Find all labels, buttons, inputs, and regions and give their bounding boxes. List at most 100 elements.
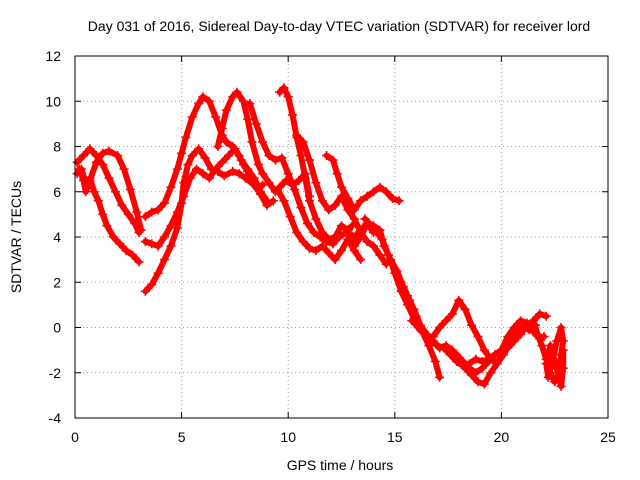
y-tick-label: -2 (49, 365, 62, 381)
data-series (72, 83, 568, 391)
data-point-marker (496, 347, 506, 357)
data-point-marker (128, 250, 138, 260)
data-point-marker (556, 323, 566, 332)
data-point-marker (479, 379, 489, 389)
data-point-marker (302, 218, 312, 228)
data-point-marker (232, 87, 242, 97)
data-point-marker (471, 368, 481, 378)
data-point-marker (439, 343, 449, 353)
data-point-marker (362, 191, 372, 201)
data-point-marker (322, 151, 332, 161)
data-point-marker (140, 286, 150, 296)
x-axis-tick-labels: 0 5 10 15 20 25 (71, 429, 616, 445)
data-point-marker (535, 309, 545, 319)
data-point-marker (324, 234, 334, 244)
y-tick-label: 12 (45, 48, 61, 64)
data-point-marker (550, 377, 560, 387)
data-point-marker (91, 157, 101, 167)
data-point-marker (548, 356, 558, 366)
series-trace-11 (273, 184, 366, 265)
data-point-marker (381, 187, 391, 197)
data-point-marker (516, 316, 526, 326)
data-point-marker (558, 363, 568, 373)
data-point-marker (298, 137, 308, 147)
data-point-marker (224, 151, 234, 161)
data-point-marker (119, 164, 129, 174)
data-point-marker (324, 248, 334, 258)
data-point-marker (89, 187, 99, 197)
data-point-marker (390, 268, 400, 278)
data-point-marker (166, 182, 176, 192)
data-point-marker (187, 112, 197, 122)
data-point-marker (238, 96, 248, 106)
data-point-marker (72, 157, 82, 167)
data-point-marker (317, 196, 327, 206)
data-point-marker (375, 250, 385, 260)
data-point-marker (509, 323, 519, 332)
data-point-marker (172, 223, 182, 233)
data-point-marker (486, 368, 496, 378)
y-axis-title: SDTVAR / TECUs (8, 181, 24, 293)
data-point-marker (516, 329, 526, 339)
data-point-marker (552, 336, 562, 346)
data-point-marker (81, 187, 91, 197)
data-point-marker (503, 332, 513, 342)
x-axis-title: GPS time / hours (287, 457, 394, 473)
data-point-marker (403, 300, 413, 310)
y-tick-label: 8 (53, 139, 61, 155)
data-point-marker (98, 148, 108, 158)
data-point-marker (317, 227, 327, 237)
data-point-marker (134, 257, 144, 267)
data-point-marker (407, 316, 417, 326)
data-point-marker (545, 341, 555, 351)
data-point-marker (172, 207, 182, 217)
data-point-marker (545, 368, 555, 378)
data-point-marker (556, 350, 566, 360)
data-point-marker (125, 184, 135, 194)
data-point-marker (330, 200, 340, 210)
data-point-marker (98, 209, 108, 219)
data-point-marker (160, 198, 170, 208)
series-trace-10 (292, 130, 391, 269)
data-point-marker (258, 137, 268, 147)
data-point-marker (194, 99, 204, 109)
data-point-marker (541, 359, 551, 369)
data-point-marker (349, 214, 359, 224)
data-point-marker (264, 178, 274, 188)
data-point-marker (102, 221, 112, 231)
data-point-marker (183, 160, 193, 170)
data-point-marker (177, 148, 187, 158)
chart-title: Day 031 of 2016, Sidereal Day-to-day VTE… (88, 18, 590, 34)
data-point-marker (388, 194, 398, 204)
data-point-marker (258, 169, 268, 179)
data-point-marker (305, 243, 315, 253)
data-point-marker (460, 304, 470, 314)
y-tick-label: -4 (49, 410, 62, 426)
data-point-marker (296, 203, 306, 213)
data-point-marker (147, 239, 157, 249)
series-trace-1 (72, 144, 144, 237)
data-point-marker (533, 329, 543, 339)
data-point-marker (311, 246, 321, 256)
data-point-marker (245, 99, 255, 109)
x-tick-label: 20 (494, 429, 510, 445)
data-point-marker (198, 169, 208, 179)
data-point-marker (337, 221, 346, 231)
y-tick-label: 10 (45, 93, 61, 109)
data-point-marker (108, 232, 118, 242)
data-point-marker (375, 182, 385, 192)
data-point-marker (275, 87, 285, 97)
data-point-marker (211, 164, 221, 174)
data-point-marker (356, 196, 366, 206)
data-point-marker (238, 160, 248, 170)
data-point-marker (413, 323, 423, 332)
data-point-marker (273, 184, 283, 194)
data-point-marker (292, 227, 302, 237)
data-point-marker (311, 214, 321, 224)
x-tick-label: 0 (71, 429, 79, 445)
data-point-marker (454, 295, 464, 305)
data-point-marker (537, 341, 547, 351)
data-point-marker (194, 144, 204, 154)
data-point-marker (368, 187, 378, 197)
